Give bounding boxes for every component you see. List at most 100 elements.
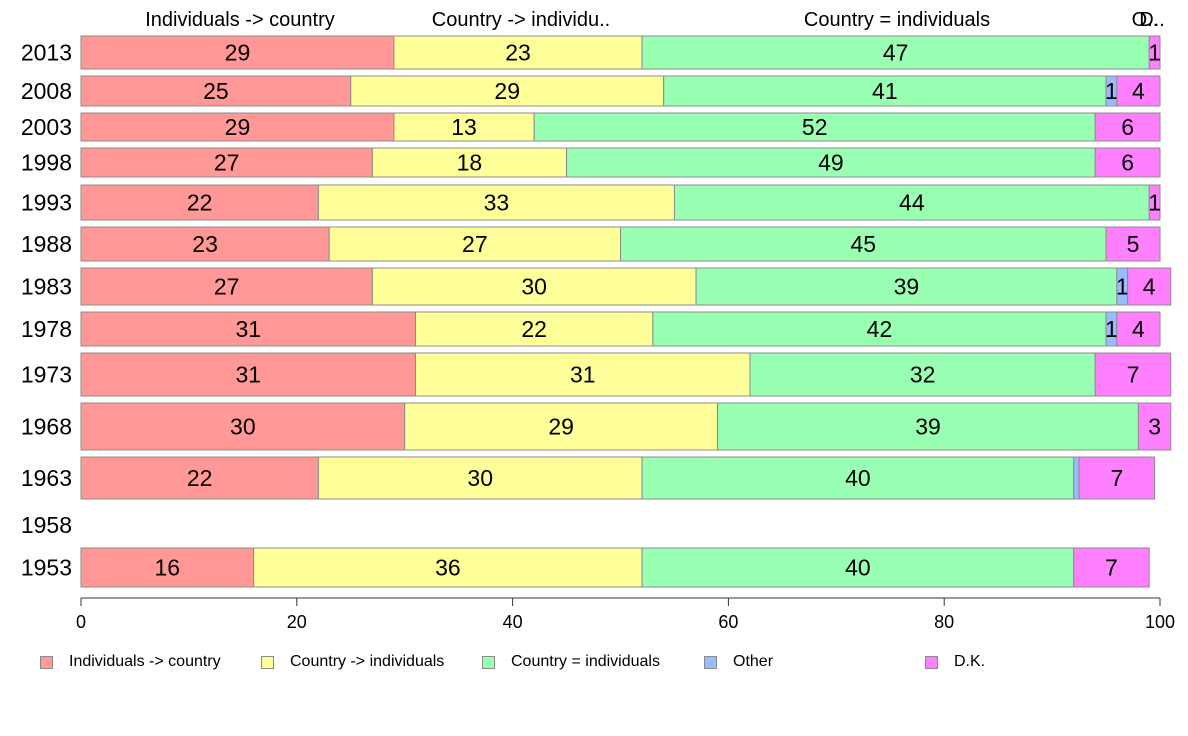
bar-segment — [695, 267, 1118, 306]
bar-segment — [328, 226, 621, 262]
bar-segment — [350, 75, 665, 107]
top-series-label: Country -> individu.. — [432, 9, 610, 31]
year-label: 1983 — [21, 274, 72, 300]
bar-segment — [1094, 112, 1161, 142]
bar-value-label: 4 — [1132, 316, 1145, 342]
bar-segment — [1094, 147, 1161, 178]
bar-value-label: 27 — [214, 274, 240, 300]
bar-value-label: 4 — [1143, 274, 1156, 300]
bar-segment — [317, 456, 643, 500]
year-label: 1963 — [21, 465, 72, 491]
bar-value-label: 1 — [1148, 40, 1161, 66]
legend: Individuals -> country Country -> individ… — [0, 650, 1188, 674]
year-label: 1973 — [21, 362, 72, 388]
bar-segment — [1094, 352, 1172, 397]
legend-swatch — [925, 655, 938, 669]
bar-segment — [371, 147, 568, 178]
bar-value-label: 29 — [548, 414, 574, 440]
bar-value-label: 31 — [235, 316, 261, 342]
bar-value-label: 30 — [521, 274, 547, 300]
bar-value-label: 4 — [1132, 78, 1145, 104]
legend-label: Other — [733, 653, 774, 670]
bar-value-label: 23 — [192, 231, 218, 257]
bar-segment — [80, 267, 373, 306]
bar-value-label: 23 — [505, 40, 531, 66]
bar-segment — [80, 547, 255, 588]
bar-value-label: 33 — [484, 190, 510, 216]
bar-value-label: 39 — [915, 414, 941, 440]
bar-segment — [80, 456, 319, 500]
bar-segment — [1148, 184, 1161, 221]
bar-value-label: 31 — [570, 362, 596, 388]
bar-value-label: 1 — [1105, 78, 1118, 104]
legend-item: Other — [704, 653, 773, 671]
bar-value-label: 47 — [883, 40, 909, 66]
bar-value-label: 22 — [187, 465, 213, 491]
bar-segment — [749, 352, 1096, 397]
bar-value-label: 29 — [494, 78, 520, 104]
x-tick-label: 0 — [76, 612, 86, 632]
bar-segment — [80, 226, 330, 262]
year-label: 2003 — [21, 114, 72, 140]
top-series-label: O.. — [1132, 9, 1159, 31]
bar-value-label: 45 — [850, 231, 876, 257]
bar-value-label: 42 — [867, 316, 893, 342]
bar-value-label: 49 — [818, 150, 844, 176]
bar-segment — [663, 75, 1107, 107]
legend-swatch — [261, 655, 274, 669]
bar-value-label: 6 — [1121, 114, 1134, 140]
bar-value-label: 1 — [1105, 316, 1118, 342]
bar-value-label: 30 — [230, 414, 256, 440]
bar-segment — [80, 402, 406, 451]
bar-value-label: 3 — [1148, 414, 1161, 440]
bar-value-label: 16 — [155, 555, 181, 581]
bar-segment — [641, 547, 1075, 588]
year-label: 1988 — [21, 231, 72, 257]
year-label: 2008 — [21, 78, 72, 104]
bar-value-label: 25 — [203, 78, 229, 104]
bar-value-label: 22 — [521, 316, 547, 342]
legend-swatch — [704, 655, 717, 669]
year-labels: 2013 2008 2003 1998 1993 1988 1983 1978 1973 1968… — [21, 40, 72, 581]
year-label: 1953 — [21, 555, 72, 581]
x-tick-label: 100 — [1145, 612, 1175, 632]
legend-item: Country -> individuals — [261, 653, 444, 671]
bar-value-label: 27 — [214, 150, 240, 176]
x-tick-label: 40 — [503, 612, 523, 632]
x-tick-label: 60 — [718, 612, 738, 632]
legend-item: Country = individuals — [482, 653, 660, 671]
bar-value-label: 27 — [462, 231, 488, 257]
x-axis: 0 20 40 60 80 100 — [76, 597, 1175, 632]
bar-value-label: 32 — [910, 362, 936, 388]
bar-segment — [404, 402, 719, 451]
bar-segment — [641, 456, 1075, 500]
bar-value-label: 40 — [845, 555, 871, 581]
bar-value-label: 1 — [1116, 274, 1129, 300]
legend-swatch — [40, 655, 53, 669]
bar-value-label: 29 — [225, 40, 251, 66]
bar-value-label: 30 — [467, 465, 493, 491]
bar-value-label: 18 — [457, 150, 483, 176]
bar-segment — [80, 75, 352, 107]
bar-segment — [371, 267, 697, 306]
year-label: 1958 — [21, 512, 72, 538]
bar-segment — [1116, 75, 1161, 107]
year-label: 1968 — [21, 414, 72, 440]
bar-segment — [1116, 311, 1161, 347]
bar-segment — [80, 184, 319, 221]
bar-value-label: 7 — [1127, 362, 1140, 388]
bar-value-label: 6 — [1121, 150, 1134, 176]
bar-segment — [253, 547, 643, 588]
top-series-label: D.. — [1139, 9, 1165, 31]
bar-value-label: 29 — [225, 114, 251, 140]
top-series-label: Country = individuals — [804, 9, 990, 31]
bar-value-label: 22 — [187, 190, 213, 216]
legend-swatch — [482, 655, 495, 669]
bar-segment — [652, 311, 1107, 347]
bar-value-label: 5 — [1127, 231, 1140, 257]
x-tick-label: 20 — [287, 612, 307, 632]
bar-segment — [80, 311, 416, 347]
x-tick-label: 80 — [934, 612, 954, 632]
year-label: 1998 — [21, 150, 72, 176]
